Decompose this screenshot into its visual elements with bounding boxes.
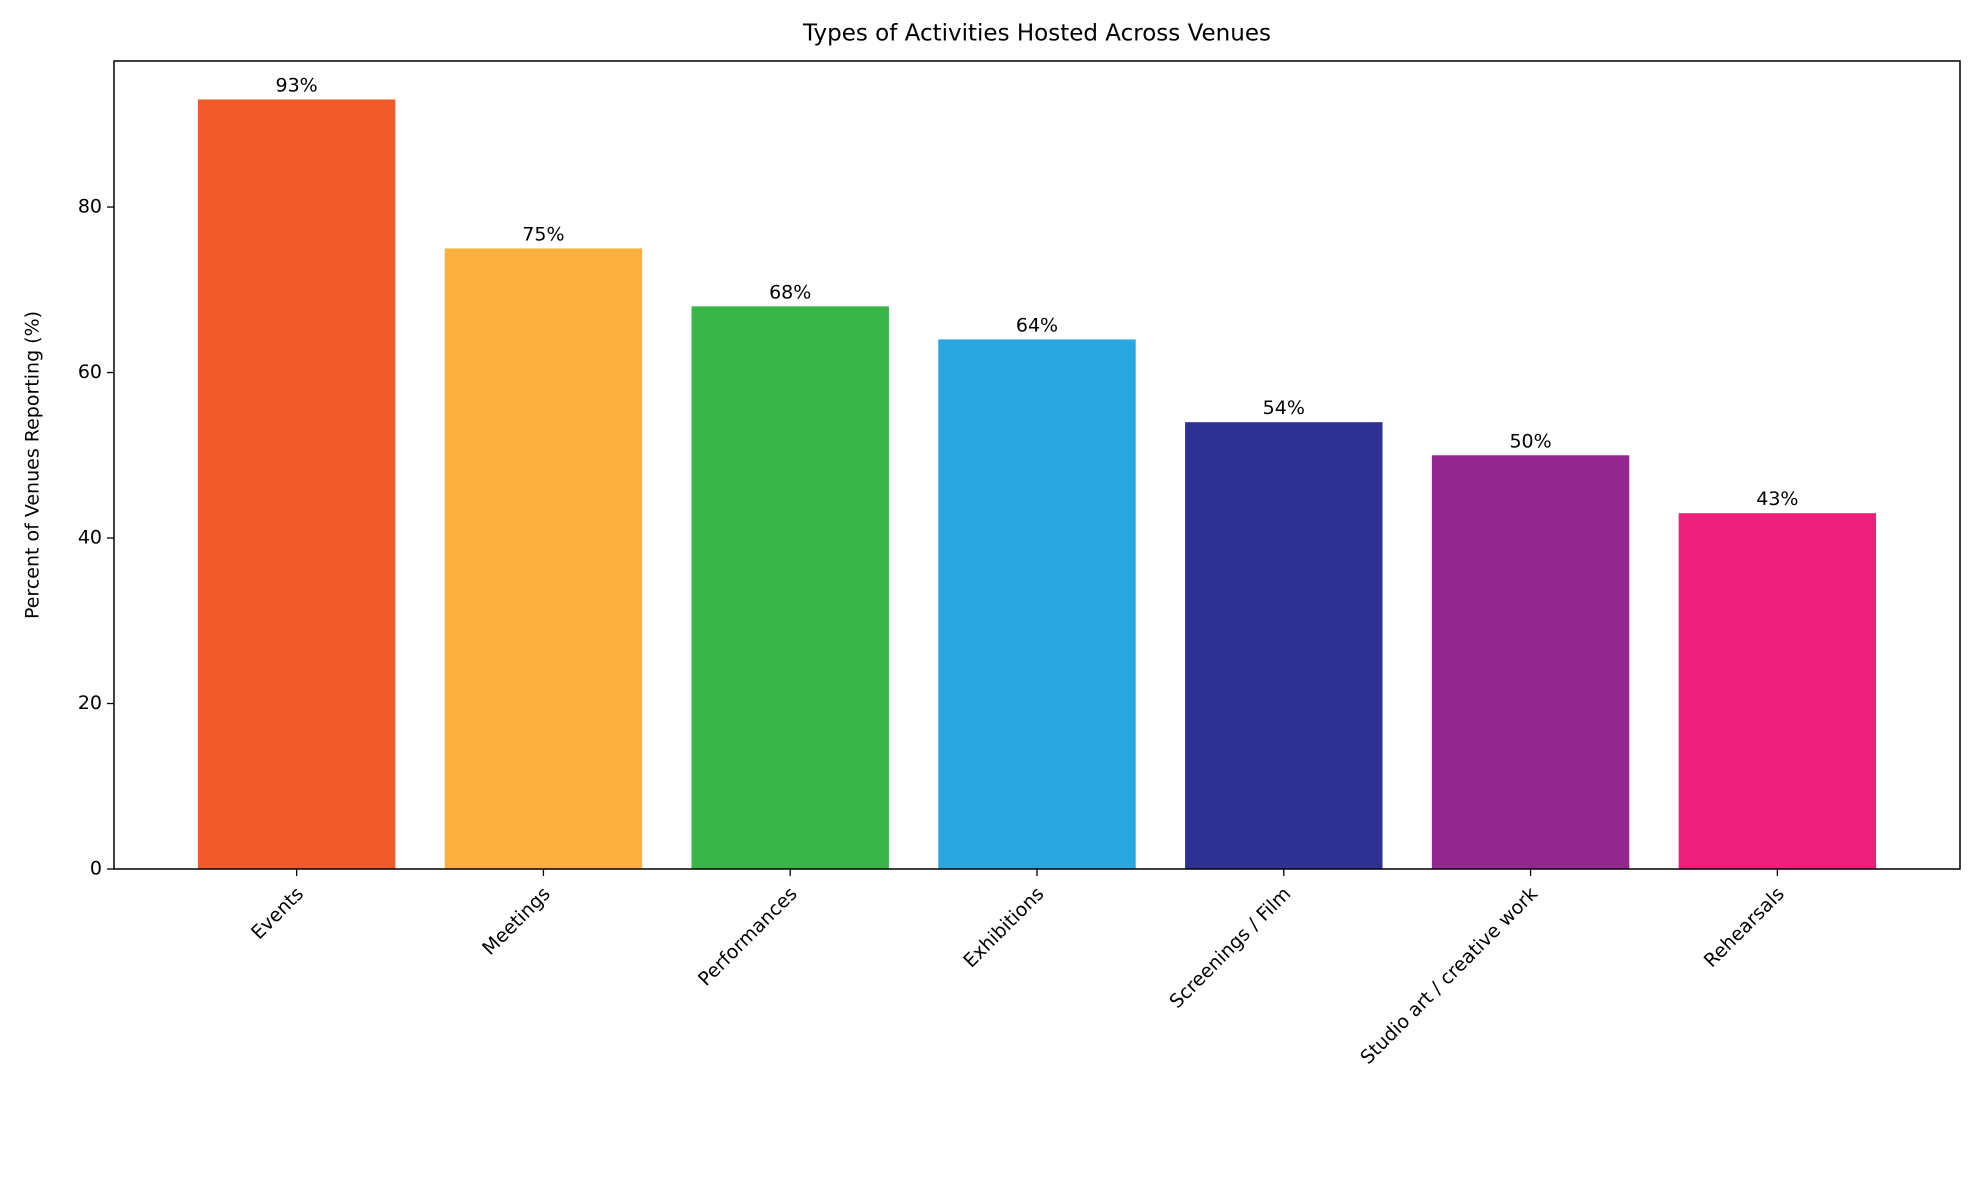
y-tick-label: 60 <box>78 361 102 383</box>
chart-title: Types of Activities Hosted Across Venues <box>802 21 1271 47</box>
bar <box>938 339 1136 869</box>
y-tick-label: 80 <box>78 196 102 218</box>
y-tick-label: 20 <box>78 692 102 714</box>
bar <box>691 306 889 870</box>
y-tick-label: 40 <box>78 527 102 549</box>
value-label: 93% <box>276 74 318 96</box>
value-label: 43% <box>1756 488 1798 510</box>
value-label: 50% <box>1509 430 1551 452</box>
bar <box>1431 455 1630 869</box>
y-tick-label: 0 <box>90 858 102 880</box>
bar <box>1678 513 1877 869</box>
bar <box>444 248 643 870</box>
bar <box>197 99 396 869</box>
value-label: 54% <box>1263 397 1305 419</box>
plot-frame <box>113 60 1961 870</box>
value-label: 64% <box>1016 314 1058 336</box>
value-label: 68% <box>769 281 811 303</box>
bar <box>1185 422 1383 869</box>
y-axis-label: Percent of Venues Reporting (%) <box>22 311 44 619</box>
value-label: 75% <box>522 223 564 245</box>
